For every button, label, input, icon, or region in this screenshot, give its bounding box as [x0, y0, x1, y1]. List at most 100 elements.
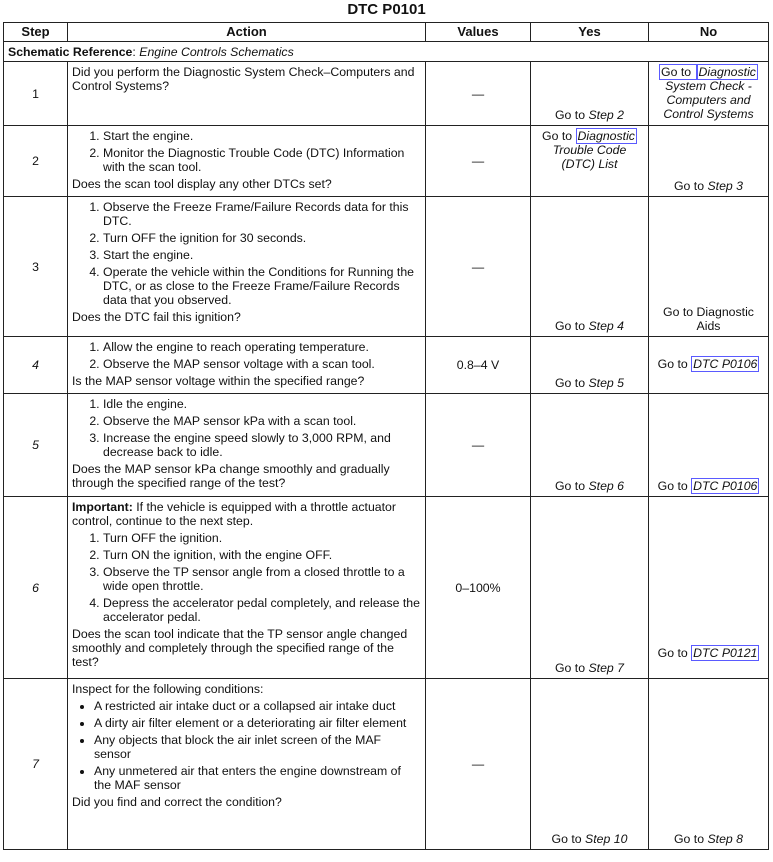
action-question: Does the MAP sensor kPa change smoothly … [72, 462, 390, 490]
reference-link[interactable]: DTC P0106 [691, 356, 760, 372]
no-cell: Go to Step 3 [648, 125, 769, 197]
step-number: 5 [3, 393, 68, 497]
action-item: Start the engine. [103, 129, 421, 143]
yes-cell: Go to Step 10 [530, 678, 649, 850]
action-item: Turn OFF the ignition for 30 seconds. [103, 231, 421, 245]
action-item: Observe the MAP sensor kPa with a scan t… [103, 414, 421, 428]
step-number: 6 [3, 496, 68, 679]
yes-cell: Go to Step 2 [530, 61, 649, 126]
action-list: Start the engine. Monitor the Diagnostic … [72, 129, 421, 174]
reference-text: Go to [551, 832, 586, 846]
reference-link[interactable]: Diagnostic [696, 64, 758, 80]
reference-text: Go to [657, 646, 692, 660]
table-row: 7 Inspect for the following conditions: A … [3, 678, 769, 850]
table-row: 1 Did you perform the Diagnostic System C… [3, 61, 769, 126]
action-cell: Start the engine. Monitor the Diagnostic … [67, 125, 426, 197]
step-number: 1 [3, 61, 68, 126]
reference-text: Go to [542, 129, 576, 143]
action-intro: Did you perform the Diagnostic System Ch… [72, 65, 421, 93]
reference-text: Go to [673, 179, 708, 193]
intro-text: Did you perform the Diagnostic System Ch… [72, 65, 415, 93]
action-list: Idle the engine. Observe the MAP sensor k… [72, 397, 421, 459]
reference-text: Go to [554, 319, 589, 333]
action-item: Any objects that block the air inlet scr… [94, 733, 421, 761]
value-cell: 0–100% [425, 496, 531, 679]
reference-text: Go to [554, 376, 589, 390]
reference-text: Go to [554, 479, 589, 493]
action-item: A dirty air filter element or a deterior… [94, 716, 421, 730]
yes-cell: Go to Step 7 [530, 496, 649, 679]
action-cell: Did you perform the Diagnostic System Ch… [67, 61, 426, 126]
action-intro: Inspect for the following conditions: [72, 682, 421, 696]
action-item: Depress the accelerator pedal completely… [103, 596, 421, 624]
reference-link[interactable]: Diagnostic [575, 128, 637, 144]
yes-cell: Go to Step 5 [530, 336, 649, 394]
action-list: Observe the Freeze Frame/Failure Records… [72, 200, 421, 307]
reference-link[interactable]: DTC P0106 [691, 478, 760, 494]
action-cell: Allow the engine to reach operating temp… [67, 336, 426, 394]
schematic-label: Schematic Reference [8, 44, 133, 59]
action-list: Turn OFF the ignition. Turn ON the igniti… [72, 531, 421, 624]
value-cell: — [425, 61, 531, 126]
value-cell: — [425, 393, 531, 497]
action-item: A restricted air intake duct or a collap… [94, 699, 421, 713]
yes-cell: Go to Diagnostic Trouble Code (DTC) List [530, 125, 649, 197]
action-question: Is the MAP sensor voltage within the spe… [72, 374, 365, 388]
action-cell: Inspect for the following conditions: A r… [67, 678, 426, 850]
action-item: Start the engine. [103, 248, 421, 262]
reference-text[interactable]: System Check - Computers and Control Sys… [663, 79, 754, 121]
action-cell: Observe the Freeze Frame/Failure Records… [67, 196, 426, 337]
action-item: Monitor the Diagnostic Trouble Code (DTC… [103, 146, 421, 174]
reference-text[interactable]: Trouble Code (DTC) List [552, 143, 627, 171]
action-question: Does the scan tool display any other DTC… [72, 177, 332, 191]
value-cell: — [425, 678, 531, 850]
action-item: Observe the MAP sensor voltage with a sc… [103, 357, 421, 371]
action-item: Operate the vehicle within the Condition… [103, 265, 421, 307]
table-row: 5 Idle the engine. Observe the MAP sensor … [3, 393, 769, 497]
header-yes: Yes [530, 22, 649, 42]
intro-text: If the vehicle is equipped with a thrott… [72, 500, 396, 528]
action-item: Turn OFF the ignition. [103, 531, 421, 545]
reference-text: Go to [554, 661, 589, 675]
action-question: Does the DTC fail this ignition? [72, 310, 241, 324]
reference-link[interactable]: DTC P0121 [691, 645, 760, 661]
yes-cell: Go to Step 4 [530, 196, 649, 337]
value-cell: — [425, 125, 531, 197]
value-cell: — [425, 196, 531, 337]
schematic-link[interactable]: Engine Controls Schematics [139, 44, 294, 59]
reference-text[interactable]: Step 2 [588, 108, 625, 122]
action-item: Observe the TP sensor angle from a close… [103, 565, 421, 593]
no-cell: Go to DTC P0106 [648, 393, 769, 497]
reference-text[interactable]: Step 3 [707, 179, 744, 193]
reference-text: Go to [673, 832, 708, 846]
action-intro: Important: If the vehicle is equipped wi… [72, 500, 421, 528]
action-item: Observe the Freeze Frame/Failure Records… [103, 200, 421, 228]
no-cell: Go to Step 8 [648, 678, 769, 850]
reference-text[interactable]: Step 8 [707, 832, 744, 846]
schematic-row: Schematic Reference: Engine Controls Sch… [3, 41, 769, 62]
header-row: Step Action Values Yes No [3, 22, 769, 42]
step-number: 7 [3, 678, 68, 850]
reference-link[interactable]: Go to [659, 64, 697, 80]
reference-text[interactable]: Step 4 [588, 319, 625, 333]
action-item: Any unmetered air that enters the engine… [94, 764, 421, 792]
step-number: 3 [3, 196, 68, 337]
value-cell: 0.8–4 V [425, 336, 531, 394]
no-cell: Go to DTC P0106 [648, 336, 769, 394]
action-question: Did you find and correct the condition? [72, 795, 282, 809]
header-values: Values [425, 22, 531, 42]
page-title: DTC P0101 [347, 1, 426, 18]
action-question: Does the scan tool indicate that the TP … [72, 627, 408, 669]
reference-text[interactable]: Step 6 [588, 479, 625, 493]
action-item: Idle the engine. [103, 397, 421, 411]
action-list: A restricted air intake duct or a collap… [72, 699, 421, 792]
diagnostic-table: Step Action Values Yes No Schematic Refe… [3, 22, 769, 850]
intro-text: Inspect for the following conditions: [72, 682, 264, 696]
action-item: Increase the engine speed slowly to 3,00… [103, 431, 421, 459]
reference-text[interactable]: Step 5 [588, 376, 625, 390]
yes-cell: Go to Step 6 [530, 393, 649, 497]
reference-text[interactable]: Step 10 [585, 832, 628, 846]
reference-text[interactable]: Step 7 [588, 661, 625, 675]
header-no: No [648, 22, 769, 42]
reference-text: Go to [554, 108, 589, 122]
